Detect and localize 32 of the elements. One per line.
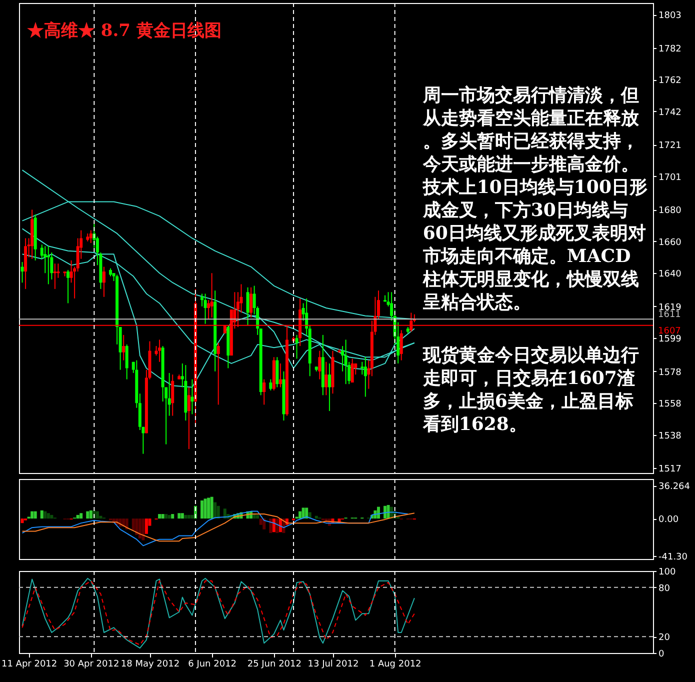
x-tick-label: 30 Apr 2012 (64, 660, 120, 670)
y-tick-label: 1640 (658, 270, 682, 280)
x-tick-label: 1 Aug 2012 (369, 660, 422, 670)
y-tick-label: 1782 (658, 44, 682, 55)
y-tick-label: 1721 (658, 141, 682, 152)
x-tick-label: 6 Jun 2012 (188, 660, 237, 670)
y-tick-label: 1558 (658, 400, 682, 410)
x-tick-label: 11 Apr 2012 (1, 660, 58, 670)
y-tick-label: 1660 (658, 238, 682, 248)
annotation: 现货黄金今日交易以单边行走即可，日交易在1607渣多，止损6美金，止盈目标看到1628。 (422, 345, 639, 435)
y-tick-label: 1762 (658, 76, 682, 86)
y-tick-label: -41.30 (658, 552, 688, 562)
y-tick-label: 0.00 (658, 515, 679, 526)
y-tick-label: 1701 (658, 172, 682, 183)
text: 周一市场交易行情清淡，但从走势看空头能量正在释放。多头暂时已经获得支持，今天或能进一步推高金价。技术上10日均线与100日形成金叉，下方30日均线与60日均线又形成死叉表明对市场走向不确定。MACD柱体无明显变化，快慢双线呈粘合状态。 (422, 85, 648, 313)
y-tick-label: 1599 (658, 334, 682, 345)
text: ★高维★ 8.7 黄金日线图 (27, 21, 222, 41)
ref-line-label: 1611 (658, 310, 681, 320)
y-tick-label: 100 (658, 568, 676, 578)
y-tick-label: 20 (658, 633, 670, 644)
y-tick-label: 1517 (658, 464, 682, 475)
y-tick-label: 80 (658, 584, 670, 594)
y-tick-label: 1680 (658, 206, 682, 216)
x-tick-label: 13 Jul 2012 (308, 660, 359, 670)
x-tick-label: 18 May 2012 (120, 660, 180, 670)
y-tick-label: 36.264 (658, 482, 690, 492)
y-tick-label: 0 (658, 650, 664, 660)
x-tick-label: 25 Jun 2012 (247, 660, 302, 670)
y-tick-label: 1742 (658, 108, 682, 118)
y-tick-label: 1538 (658, 431, 682, 442)
y-tick-label: 1803 (658, 11, 682, 22)
y-tick-label: 1578 (658, 368, 682, 378)
